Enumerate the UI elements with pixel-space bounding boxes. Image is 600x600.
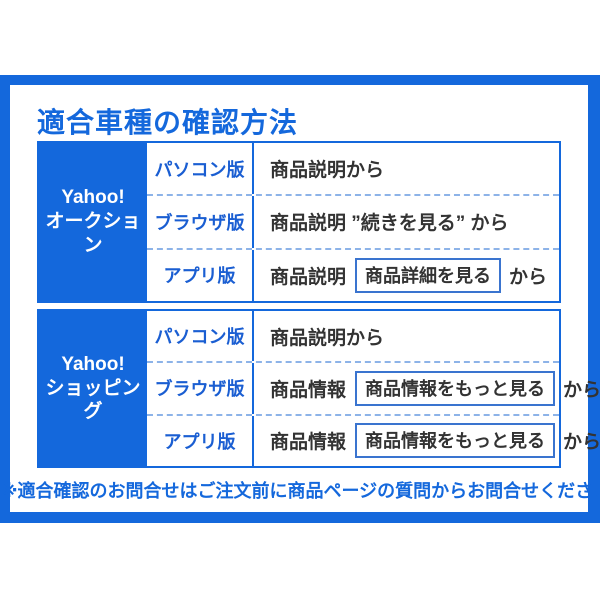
platform-label: ブラウザ版	[147, 196, 254, 248]
service-cell-auction: Yahoo! オークション	[39, 143, 147, 301]
compat-table-shopping: Yahoo! ショッピング パソコン版 商品説明から ブラウザ版 商品情報 商品…	[37, 309, 600, 468]
desc-cell: 商品説明 商品詳細を見る から	[254, 250, 559, 301]
platform-label: パソコン版	[147, 143, 254, 195]
desc-cell: 商品情報 商品情報をもっと見る から	[254, 416, 600, 466]
service-name-line2: オークション	[45, 211, 141, 256]
page-title: 適合車種の確認方法	[37, 107, 299, 138]
table-row: ブラウザ版 商品説明 ”続きを見る” から	[147, 196, 559, 250]
desc-text: 商品情報	[270, 432, 347, 454]
platform-label: アプリ版	[147, 415, 254, 466]
shopping-rows: パソコン版 商品説明から ブラウザ版 商品情報 商品情報をもっと見る から アプ…	[147, 311, 600, 466]
service-cell-shopping: Yahoo! ショッピング	[39, 311, 147, 466]
table-row: パソコン版 商品説明から	[147, 311, 559, 364]
desc-text-after: から	[563, 432, 600, 454]
desc-cell: 商品説明 ”続きを見る” から	[254, 196, 559, 247]
desc-cell: 商品説明から	[254, 143, 559, 194]
desc-text-after: から	[563, 379, 600, 401]
footnote-text: ※適合確認のお問合せはご注文前に商品ページの質問からお問合せください。	[0, 481, 600, 501]
table-row: ブラウザ版 商品情報 商品情報をもっと見る から	[147, 363, 600, 416]
table-row: アプリ版 商品情報 商品情報をもっと見る から	[147, 415, 600, 466]
desc-text: 商品説明から	[270, 327, 385, 349]
desc-text: 商品説明から	[270, 160, 385, 182]
compat-table-auction: Yahoo! オークション パソコン版 商品説明から ブラウザ版 商品説明 ”続…	[37, 141, 561, 303]
more-info-button-box: 商品情報をもっと見る	[355, 423, 556, 459]
platform-label: パソコン版	[147, 311, 254, 362]
service-name-line1: Yahoo!	[61, 187, 125, 209]
desc-cell: 商品情報 商品情報をもっと見る から	[254, 363, 600, 413]
desc-text: 商品説明 ”続きを見る” から	[270, 213, 509, 235]
table-row: アプリ版 商品説明 商品詳細を見る から	[147, 249, 559, 301]
auction-rows: パソコン版 商品説明から ブラウザ版 商品説明 ”続きを見る” から アプリ版 …	[147, 143, 559, 301]
platform-label: アプリ版	[147, 249, 254, 301]
desc-text-after: から	[509, 266, 548, 288]
desc-text: 商品情報	[270, 379, 347, 401]
more-info-button-box: 商品情報をもっと見る	[355, 370, 556, 406]
service-name-line2: ショッピング	[45, 377, 141, 423]
platform-label: ブラウザ版	[147, 363, 254, 414]
desc-cell: 商品説明から	[254, 311, 559, 361]
detail-button-box: 商品詳細を見る	[355, 257, 502, 293]
table-row: パソコン版 商品説明から	[147, 143, 559, 197]
desc-text: 商品説明	[270, 266, 347, 288]
service-name-line1: Yahoo!	[61, 353, 125, 375]
